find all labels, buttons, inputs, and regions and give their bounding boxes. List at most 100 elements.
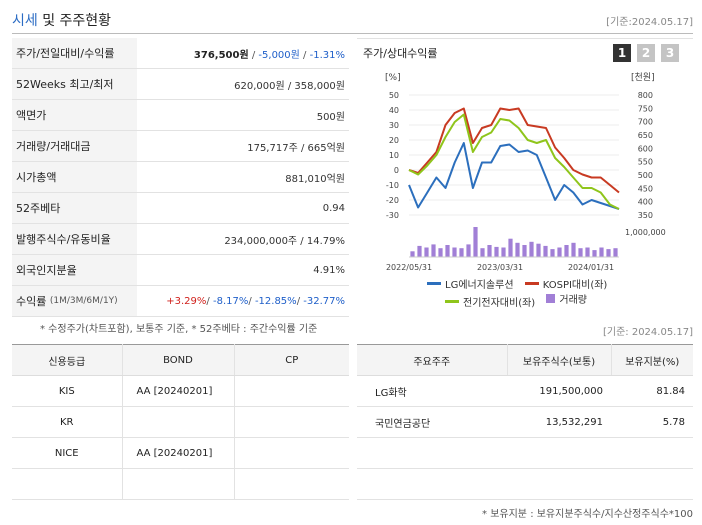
credit-bond: [122, 468, 235, 500]
section-header: 시세 및 주주현황 [기준:2024.05.17]: [12, 8, 693, 32]
volume-bar: [613, 248, 618, 257]
price-info-table: 주가/전일대비/수익률 376,500원 / -5,000원 / -1.31% …: [12, 38, 349, 317]
credit-header-rating: 신용등급: [12, 344, 123, 376]
legend-item-elec: 전기전자대비(좌): [445, 294, 535, 309]
left-tick-label: -30: [386, 211, 399, 220]
base-date: [기준:2024.05.17]: [606, 17, 693, 28]
credit-bond: AA [20240201]: [122, 375, 235, 407]
holder-shares: 13,532,291: [507, 406, 611, 438]
chart-button-2[interactable]: 2: [637, 44, 655, 62]
volume-bar: [431, 244, 436, 257]
volume-bar: [599, 247, 604, 257]
foreign-value: 4.91%: [313, 264, 345, 276]
volume-bar: [473, 227, 478, 257]
volume-bar: [571, 242, 576, 257]
volume-bar: [543, 245, 548, 257]
right-tick-label: 650: [638, 131, 653, 140]
par-value: 500원: [316, 111, 345, 123]
credit-header-row: 신용등급 BOND CP: [12, 344, 349, 376]
series-line-2: [408, 113, 620, 210]
shareholders-table: 주요주주 보유주식수(보통) 보유지분(%) LG화학 191,500,000 …: [357, 344, 693, 500]
volume-bar: [557, 247, 562, 257]
stock-chart: [%] [천원] 50 40 30 20 10 0 -10 -20 -30 800 750 700 650 6…: [385, 72, 666, 272]
holder-ratio: [611, 437, 693, 469]
chart-panel: 주가/상대수익률 1 2 3 [%] [천원] 50 40 30 20 10 0 -10 -20 -…: [357, 38, 693, 312]
credit-header-bond: BOND: [122, 344, 235, 376]
table-row: [357, 437, 693, 469]
credit-header-cp: CP: [234, 344, 349, 376]
return-1y: -32.77%: [303, 295, 345, 307]
current-price: 376,500원: [193, 49, 249, 61]
holder-shares: [507, 468, 611, 500]
table-row: KR: [12, 406, 349, 438]
series-line-1: [408, 107, 620, 194]
credit-cp: [234, 437, 349, 469]
legend-label-elec: 전기전자대비(좌): [463, 298, 536, 309]
holder-name: [357, 468, 507, 500]
week52-value: 620,000원 / 358,000원: [234, 80, 345, 92]
volume-bar: [445, 245, 450, 257]
price-label: 주가/전일대비/수익률: [12, 38, 137, 68]
volume-axis-label: 1,000,000: [625, 228, 666, 237]
right-tick-label: 550: [638, 158, 653, 167]
table-row: KIS AA [20240201]: [12, 375, 349, 407]
price-value: 376,500원 / -5,000원 / -1.31%: [193, 49, 345, 61]
volume-bar: [466, 244, 471, 257]
return-label: 수익률 (1M/3M/6M/1Y): [12, 286, 137, 316]
volume-label: 거래량/거래대금: [12, 131, 137, 161]
right-tick-label: 750: [638, 104, 653, 113]
info-row-shares: 발행주식수/유동비율 234,000,000주 / 14.79%: [12, 224, 349, 255]
volume-bar: [494, 246, 499, 257]
right-axis-unit: [천원]: [631, 72, 655, 83]
week52-label: 52Weeks 최고/최저: [12, 69, 137, 99]
return-label-text: 수익률: [16, 295, 47, 308]
legend-item-lges: LG에너지솔루션: [427, 276, 514, 291]
section-title-rest: 및 주주현황: [37, 13, 112, 29]
chart-base-date: [기준: 2024.05.17]: [602, 327, 693, 338]
right-tick-label: 700: [638, 118, 653, 127]
par-label: 액면가: [12, 100, 137, 130]
left-tick-label: 30: [389, 121, 399, 130]
credit-cp: [234, 375, 349, 407]
legend-swatch-kospi: [524, 282, 539, 285]
x-tick-label: 2022/05/31: [386, 263, 432, 272]
left-tick-label: 10: [389, 151, 399, 160]
credit-agency: KR: [12, 406, 123, 438]
volume-bar: [501, 247, 506, 257]
chart-button-1[interactable]: 1: [613, 44, 631, 62]
legend-swatch-volume: [546, 294, 556, 303]
return-1m: +3.29%: [166, 295, 207, 307]
legend-label-volume: 거래량: [559, 295, 587, 306]
volume-bar: [550, 249, 555, 257]
right-tick-label: 350: [638, 211, 653, 220]
right-tick-label: 600: [638, 144, 653, 153]
shares-value: 234,000,000주 / 14.79%: [224, 235, 345, 247]
legend-item-volume: 거래량: [546, 291, 587, 306]
volume-value: 175,717주 / 665억원: [247, 142, 345, 154]
holders-header-shares: 보유주식수(보통): [507, 344, 612, 376]
left-tick-label: -10: [386, 181, 399, 190]
credit-cp: [234, 406, 349, 438]
series-line-0: [408, 142, 620, 210]
volume-bar: [410, 251, 415, 257]
info-row-price: 주가/전일대비/수익률 376,500원 / -5,000원 / -1.31%: [12, 38, 349, 69]
volume-bar: [585, 247, 590, 257]
holder-shares: 191,500,000: [507, 375, 611, 407]
holder-shares: [507, 437, 611, 469]
credit-bond: [122, 406, 235, 438]
legend-item-kospi: KOSPI대비(좌): [524, 276, 607, 291]
left-tick-label: 40: [389, 106, 399, 115]
volume-bar: [592, 250, 597, 257]
credit-cp: [234, 468, 349, 500]
credit-rating-table: 신용등급 BOND CP KIS AA [20240201] KR NICE A…: [12, 344, 349, 500]
credit-agency: [12, 468, 123, 500]
chart-button-3[interactable]: 3: [661, 44, 679, 62]
section-title-accent: 시세: [12, 13, 38, 29]
right-tick-label: 800: [638, 91, 653, 100]
info-row-volume: 거래량/거래대금 175,717주 / 665억원: [12, 131, 349, 162]
holder-name: 국민연금공단: [357, 406, 507, 438]
mktcap-label: 시가총액: [12, 162, 137, 192]
return-values: +3.29%/ -8.17%/ -12.85%/ -32.77%: [166, 295, 345, 307]
table-row: NICE AA [20240201]: [12, 437, 349, 469]
beta-label: 52주베타: [12, 193, 137, 223]
